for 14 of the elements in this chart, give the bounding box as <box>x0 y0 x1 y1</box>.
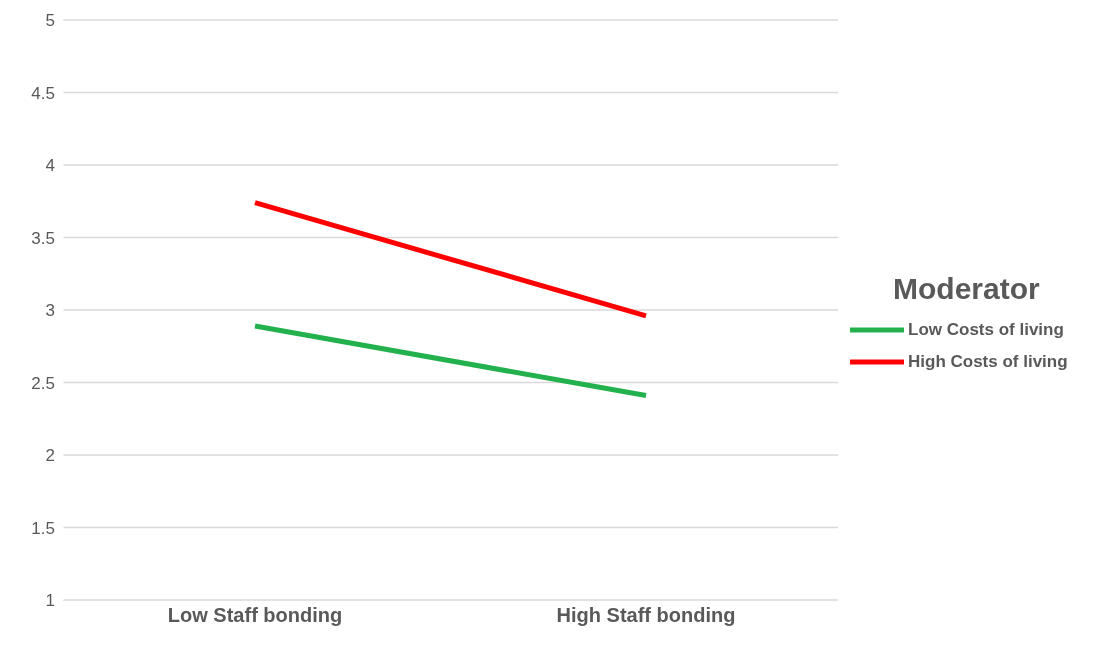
legend-title: Moderator <box>893 272 1041 306</box>
x-tick-label: High Staff bonding <box>556 604 736 627</box>
y-tick-label: 4.5 <box>31 83 55 103</box>
y-tick-label: 3.5 <box>31 228 55 248</box>
y-tick-label: 4 <box>45 156 55 176</box>
y-tick-label: 5 <box>45 11 55 31</box>
legend-label: Low Costs of living <box>908 320 1064 340</box>
y-tick-label: 2 <box>45 446 55 466</box>
x-tick-label: Low Staff bonding <box>167 604 343 627</box>
legend-label: High Costs of living <box>908 352 1068 372</box>
y-tick-label: 1 <box>45 591 55 611</box>
y-tick-label: 3 <box>45 301 55 321</box>
y-tick-label: 1.5 <box>31 518 55 538</box>
y-tick-label: 2.5 <box>31 373 55 393</box>
